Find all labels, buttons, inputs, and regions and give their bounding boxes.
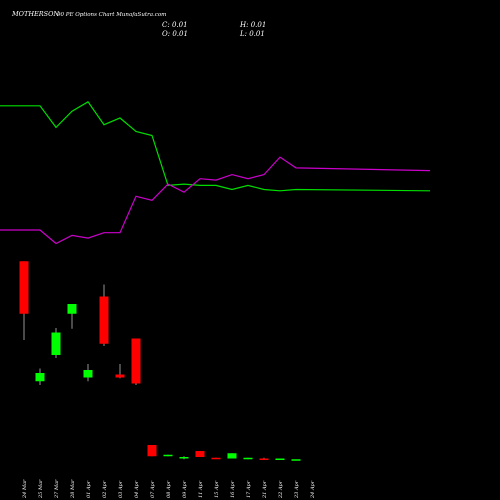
candle-16-apr — [227, 453, 237, 459]
close-label: C: 0.01 — [162, 21, 188, 29]
candle-03-apr — [115, 364, 125, 379]
candle-body — [227, 453, 237, 459]
x-tick-label: 04 Apr — [134, 480, 140, 498]
candle-17-apr — [243, 457, 253, 460]
candle-body — [35, 373, 45, 382]
x-tick-label: 02 Apr — [102, 480, 108, 498]
candle-11-apr — [195, 451, 205, 457]
x-tick-label: 03 Apr — [118, 480, 124, 498]
x-tick-label: 15 Apr — [214, 480, 220, 498]
low-label: L: 0.01 — [239, 30, 265, 38]
x-tick-label: 08 Apr — [166, 480, 172, 498]
candle-24-mar — [19, 261, 29, 340]
candle-25-mar — [35, 368, 45, 385]
candle-body — [147, 445, 157, 457]
indicator-line-green — [0, 101, 431, 192]
candle-23-apr — [291, 459, 301, 461]
x-tick-label: 28 Mar — [70, 479, 76, 499]
candle-body — [163, 454, 173, 457]
candle-body — [243, 457, 253, 460]
candle-body — [259, 458, 269, 460]
candle-body — [83, 370, 93, 378]
x-tick-label: 21 Apr — [262, 480, 268, 499]
candle-21-apr — [259, 457, 269, 460]
x-tick-label: 16 Apr — [230, 480, 236, 498]
indicator-line-magenta — [0, 156, 431, 245]
x-tick-label: 24 Apr — [310, 480, 316, 499]
candle-body — [99, 296, 109, 344]
x-tick-label: 07 Apr — [150, 480, 156, 498]
candlesticks — [19, 261, 301, 461]
candle-22-apr — [275, 458, 285, 460]
x-axis-labels: 24 Mar 25 Mar 27 Mar 28 Mar 01 Apr 02 Apr 03 A… — [22, 479, 316, 499]
candle-body — [67, 304, 77, 314]
candle-body — [195, 451, 205, 457]
chart-symbol: MOTHERSON — [11, 10, 59, 18]
candle-body — [19, 261, 29, 314]
x-tick-label: 17 Apr — [246, 480, 252, 498]
x-tick-label: 09 Apr — [182, 480, 188, 498]
candle-body — [179, 457, 189, 459]
x-tick-label: 23 Apr — [294, 480, 300, 499]
candle-body — [131, 338, 141, 384]
candle-08-apr — [163, 454, 173, 457]
high-label: H: 0.01 — [239, 21, 266, 29]
candle-body — [115, 374, 125, 378]
indicator-lines — [0, 101, 431, 245]
x-tick-label: 24 Mar — [22, 479, 28, 499]
chart-subtitle: 90 PE Options Chart MunafaSutra.com — [57, 12, 166, 18]
x-tick-label: 01 Apr — [86, 480, 92, 498]
candle-01-apr — [83, 364, 93, 382]
candle-body — [275, 458, 285, 460]
candle-07-apr — [147, 445, 157, 457]
x-tick-label: 11 Apr — [198, 480, 204, 498]
open-label: O: 0.01 — [162, 30, 188, 38]
candle-27-mar — [51, 328, 61, 358]
candle-body — [211, 457, 221, 460]
candle-15-apr — [211, 457, 221, 460]
candle-28-mar — [67, 304, 77, 329]
candle-04-apr — [131, 338, 141, 385]
candle-02-apr — [99, 284, 109, 346]
x-tick-label: 25 Mar — [38, 479, 44, 499]
candle-body — [291, 459, 301, 461]
x-tick-label: 22 Apr — [278, 480, 284, 499]
x-tick-label: 27 Mar — [54, 479, 60, 499]
candle-body — [51, 332, 61, 355]
candle-09-apr — [179, 456, 189, 460]
